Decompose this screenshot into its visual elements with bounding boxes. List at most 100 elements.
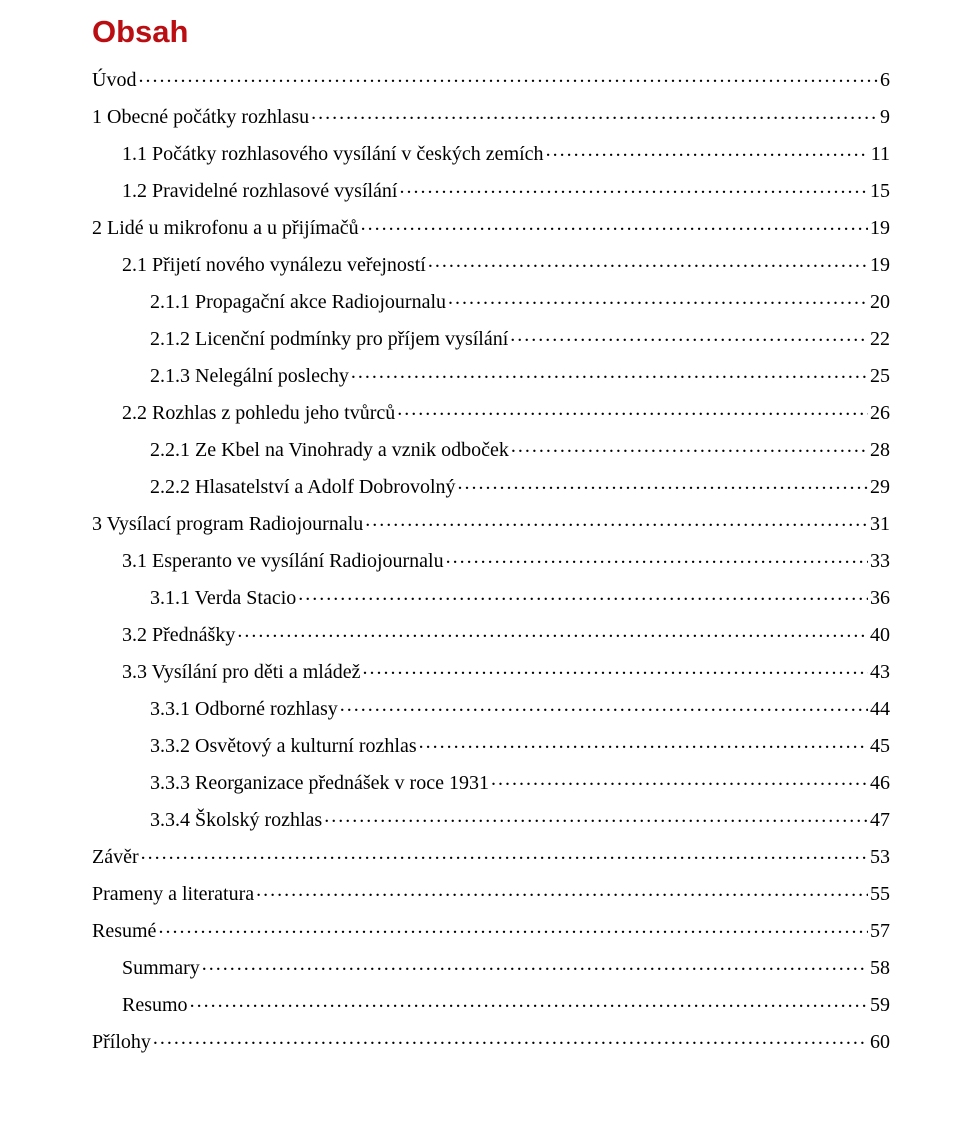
toc-leader-dots: [546, 140, 869, 160]
toc-leader-dots: [202, 954, 868, 974]
toc-entry-label: Prameny a literatura: [92, 884, 254, 904]
toc-entry-label: 3 Vysílací program Radiojournalu: [92, 514, 363, 534]
toc-entry: 2.2 Rozhlas z pohledu jeho tvůrců 26: [92, 399, 890, 423]
toc-entry-label: 3.3.3 Reorganizace přednášek v roce 1931: [150, 773, 489, 793]
toc-entry-page: 9: [880, 107, 890, 127]
toc-leader-dots: [400, 177, 869, 197]
toc-leader-dots: [256, 880, 868, 900]
toc-entry: 3.3 Vysílání pro děti a mládež43: [92, 658, 890, 682]
toc-entry-page: 33: [870, 551, 890, 571]
toc-entry-page: 31: [870, 514, 890, 534]
toc-leader-dots: [361, 214, 868, 234]
toc-entry-page: 55: [870, 884, 890, 904]
heading-obsah: Obsah: [92, 14, 890, 50]
toc-entry-label: 3.3 Vysílání pro děti a mládež: [122, 662, 360, 682]
toc-entry-label: Úvod: [92, 70, 136, 90]
toc-entry-page: 22: [870, 329, 890, 349]
toc-leader-dots: [311, 103, 878, 123]
toc-leader-dots: [351, 362, 868, 382]
toc-entry-label: 3.1 Esperanto ve vysílání Radiojournalu: [122, 551, 444, 571]
toc-leader-dots: [362, 658, 868, 678]
toc-entry-label: 1.1 Počátky rozhlasového vysílání v česk…: [122, 144, 544, 164]
toc-entry-label: 2.1.2 Licenční podmínky pro příjem vysíl…: [150, 329, 508, 349]
toc-entry-page: 19: [870, 255, 890, 275]
toc-entry: Prameny a literatura 55: [92, 880, 890, 904]
toc-entry-page: 26: [870, 403, 890, 423]
toc-entry-label: 1 Obecné počátky rozhlasu: [92, 107, 309, 127]
toc-entry: Resumo 59: [92, 991, 890, 1015]
toc-entry-page: 25: [870, 366, 890, 386]
toc-leader-dots: [141, 843, 868, 863]
toc-entry-page: 45: [870, 736, 890, 756]
toc-entry-page: 15: [870, 181, 890, 201]
toc-leader-dots: [340, 695, 868, 715]
toc-entry-label: 3.2 Přednášky: [122, 625, 235, 645]
toc-entry-page: 53: [870, 847, 890, 867]
toc-entry: 1 Obecné počátky rozhlasu 9: [92, 103, 890, 127]
toc-leader-dots: [237, 621, 868, 641]
toc-entry: 1.2 Pravidelné rozhlasové vysílání 15: [92, 177, 890, 201]
toc-entry-page: 19: [870, 218, 890, 238]
toc-leader-dots: [446, 547, 868, 567]
toc-entry: 3.1.1 Verda Stacio36: [92, 584, 890, 608]
toc-leader-dots: [511, 436, 868, 456]
toc-entry: Summary 58: [92, 954, 890, 978]
toc-entry-page: 11: [871, 144, 890, 164]
toc-entry-page: 47: [870, 810, 890, 830]
toc-entry: 3 Vysílací program Radiojournalu 31: [92, 510, 890, 534]
toc-leader-dots: [491, 769, 868, 789]
toc-entry-label: 3.3.1 Odborné rozhlasy: [150, 699, 338, 719]
toc-entry: 1.1 Počátky rozhlasového vysílání v česk…: [92, 140, 890, 164]
toc-entry: 3.3.4 Školský rozhlas 47: [92, 806, 890, 830]
toc-leader-dots: [419, 732, 868, 752]
toc-entry-label: 2.2 Rozhlas z pohledu jeho tvůrců: [122, 403, 395, 423]
toc-leader-dots: [510, 325, 868, 345]
toc-entry: 2.1.2 Licenční podmínky pro příjem vysíl…: [92, 325, 890, 349]
toc-entry: 3.3.2 Osvětový a kulturní rozhlas 45: [92, 732, 890, 756]
toc-entry-page: 40: [870, 625, 890, 645]
toc-entry: 3.1 Esperanto ve vysílání Radiojournalu 3…: [92, 547, 890, 571]
toc-entry-label: 2 Lidé u mikrofonu a u přijímačů: [92, 218, 359, 238]
toc-leader-dots: [138, 66, 878, 86]
toc-leader-dots: [448, 288, 868, 308]
toc-entry: Úvod6: [92, 66, 890, 90]
toc-entry: 3.2 Přednášky 40: [92, 621, 890, 645]
toc-entry: 2.2.1 Ze Kbel na Vinohrady a vznik odboč…: [92, 436, 890, 460]
toc-entry-label: 2.1 Přijetí nového vynálezu veřejností: [122, 255, 426, 275]
toc-list: Úvod6 1 Obecné počátky rozhlasu 9 1.1 Počát…: [92, 66, 890, 1052]
toc-entry-label: Summary: [122, 958, 200, 978]
toc-entry-page: 44: [870, 699, 890, 719]
toc-entry: Závěr 53: [92, 843, 890, 867]
toc-leader-dots: [190, 991, 868, 1011]
toc-entry: 3.3.3 Reorganizace přednášek v roce 1931…: [92, 769, 890, 793]
page: Obsah Úvod6 1 Obecné počátky rozhlasu 9 1.1…: [0, 0, 960, 1105]
toc-entry-page: 60: [870, 1032, 890, 1052]
toc-entry-page: 58: [870, 958, 890, 978]
toc-entry-label: 2.2.1 Ze Kbel na Vinohrady a vznik odboč…: [150, 440, 509, 460]
toc-entry-label: 2.1.3 Nelegální poslechy: [150, 366, 349, 386]
toc-leader-dots: [458, 473, 868, 493]
toc-leader-dots: [158, 917, 868, 937]
toc-entry: Resumé57: [92, 917, 890, 941]
toc-entry: 2.1 Přijetí nového vynálezu veřejností 19: [92, 251, 890, 275]
toc-entry: 2 Lidé u mikrofonu a u přijímačů 19: [92, 214, 890, 238]
toc-leader-dots: [428, 251, 868, 271]
toc-entry-label: Závěr: [92, 847, 139, 867]
toc-entry-page: 28: [870, 440, 890, 460]
toc-entry-label: Resumo: [122, 995, 188, 1015]
toc-entry: 2.1.1 Propagační akce Radiojournalu20: [92, 288, 890, 312]
toc-entry: Přílohy 60: [92, 1028, 890, 1052]
toc-entry: 2.1.3 Nelegální poslechy 25: [92, 362, 890, 386]
toc-entry: 3.3.1 Odborné rozhlasy 44: [92, 695, 890, 719]
toc-entry-page: 59: [870, 995, 890, 1015]
toc-leader-dots: [298, 584, 868, 604]
toc-entry-label: Přílohy: [92, 1032, 151, 1052]
toc-leader-dots: [153, 1028, 868, 1048]
toc-leader-dots: [397, 399, 868, 419]
toc-entry-label: 1.2 Pravidelné rozhlasové vysílání: [122, 181, 398, 201]
toc-entry-label: 2.2.2 Hlasatelství a Adolf Dobrovolný: [150, 477, 456, 497]
toc-entry-label: 3.3.2 Osvětový a kulturní rozhlas: [150, 736, 417, 756]
toc-leader-dots: [324, 806, 868, 826]
toc-entry-label: 3.1.1 Verda Stacio: [150, 588, 296, 608]
toc-entry-label: 3.3.4 Školský rozhlas: [150, 810, 322, 830]
